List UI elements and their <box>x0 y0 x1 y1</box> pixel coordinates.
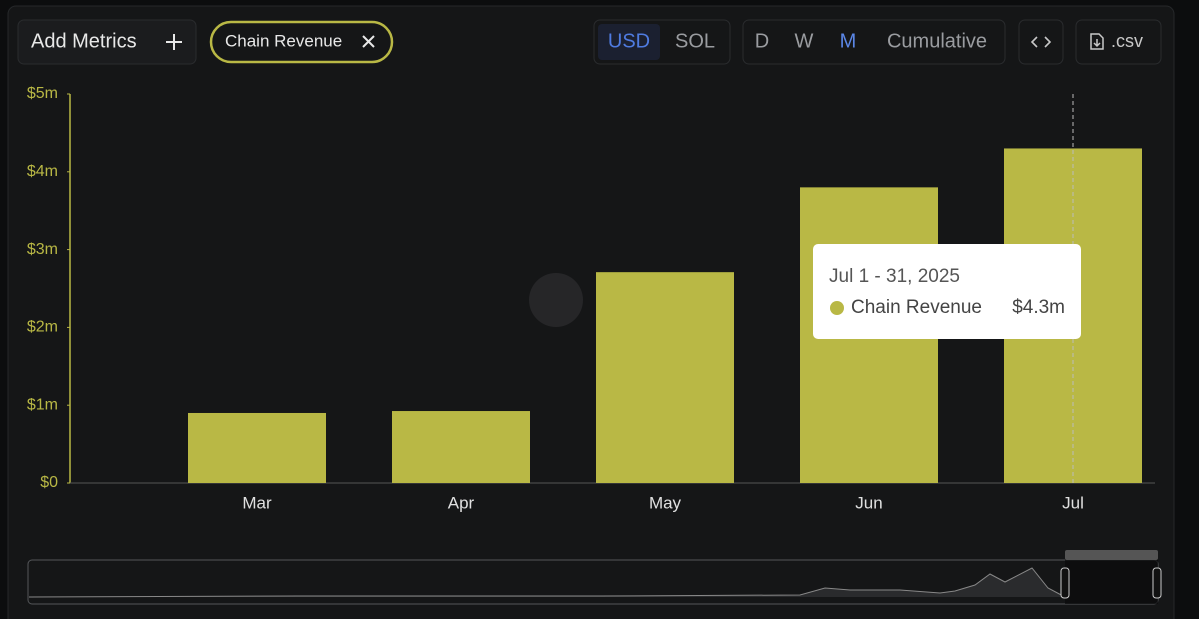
navigator-series <box>28 567 1066 598</box>
csv-button[interactable] <box>1075 19 1162 65</box>
interval-option[interactable]: Cumulative <box>887 30 987 52</box>
currency-option[interactable]: USD <box>608 30 650 52</box>
navigator-handle[interactable] <box>1060 567 1070 599</box>
close-icon[interactable] <box>362 35 375 48</box>
tooltip-series: Chain Revenue <box>851 297 982 318</box>
bar <box>596 272 734 483</box>
x-tick-label: Jul <box>1062 493 1084 512</box>
tooltip-value: $4.3m <box>1012 297 1065 318</box>
y-tick-label: $0 <box>40 474 58 491</box>
embed-button[interactable] <box>1018 19 1064 65</box>
watermark <box>529 273 583 327</box>
x-tick-label: Mar <box>242 493 272 512</box>
tooltip-swatch <box>830 301 844 315</box>
y-tick-label: $3m <box>27 241 58 258</box>
navigator-handle[interactable] <box>1152 567 1162 599</box>
interval-option[interactable]: D <box>755 30 769 52</box>
y-tick-label: $1m <box>27 396 58 413</box>
x-tick-label: Jun <box>855 493 882 512</box>
x-tick-label: Apr <box>448 493 475 512</box>
bar <box>188 412 326 483</box>
x-tick-label: May <box>649 493 682 512</box>
currency-option[interactable]: SOL <box>675 30 715 52</box>
interval-toggle <box>742 19 1006 65</box>
interval-option[interactable]: M <box>840 30 857 52</box>
interval-option[interactable]: W <box>795 30 814 52</box>
plus-icon <box>166 34 182 50</box>
bar <box>392 411 530 483</box>
embed-icon <box>1030 36 1052 48</box>
y-tick-label: $2m <box>27 319 58 336</box>
navigator-scrollbar[interactable] <box>1065 550 1158 560</box>
metric-chip-label: Chain Revenue <box>225 31 342 50</box>
download-icon <box>1090 33 1104 50</box>
navigator-window[interactable] <box>1065 558 1158 604</box>
add-metrics-button[interactable] <box>17 19 197 65</box>
currency-selected <box>598 24 660 60</box>
y-tick-label: $4m <box>27 163 58 180</box>
add-metrics-label: Add Metrics <box>31 30 137 52</box>
tooltip-title: Jul 1 - 31, 2025 <box>829 266 960 287</box>
csv-label: .csv <box>1111 31 1143 51</box>
y-tick-label: $5m <box>27 85 58 102</box>
tooltip <box>813 244 1081 339</box>
metric-chip[interactable] <box>209 20 394 64</box>
